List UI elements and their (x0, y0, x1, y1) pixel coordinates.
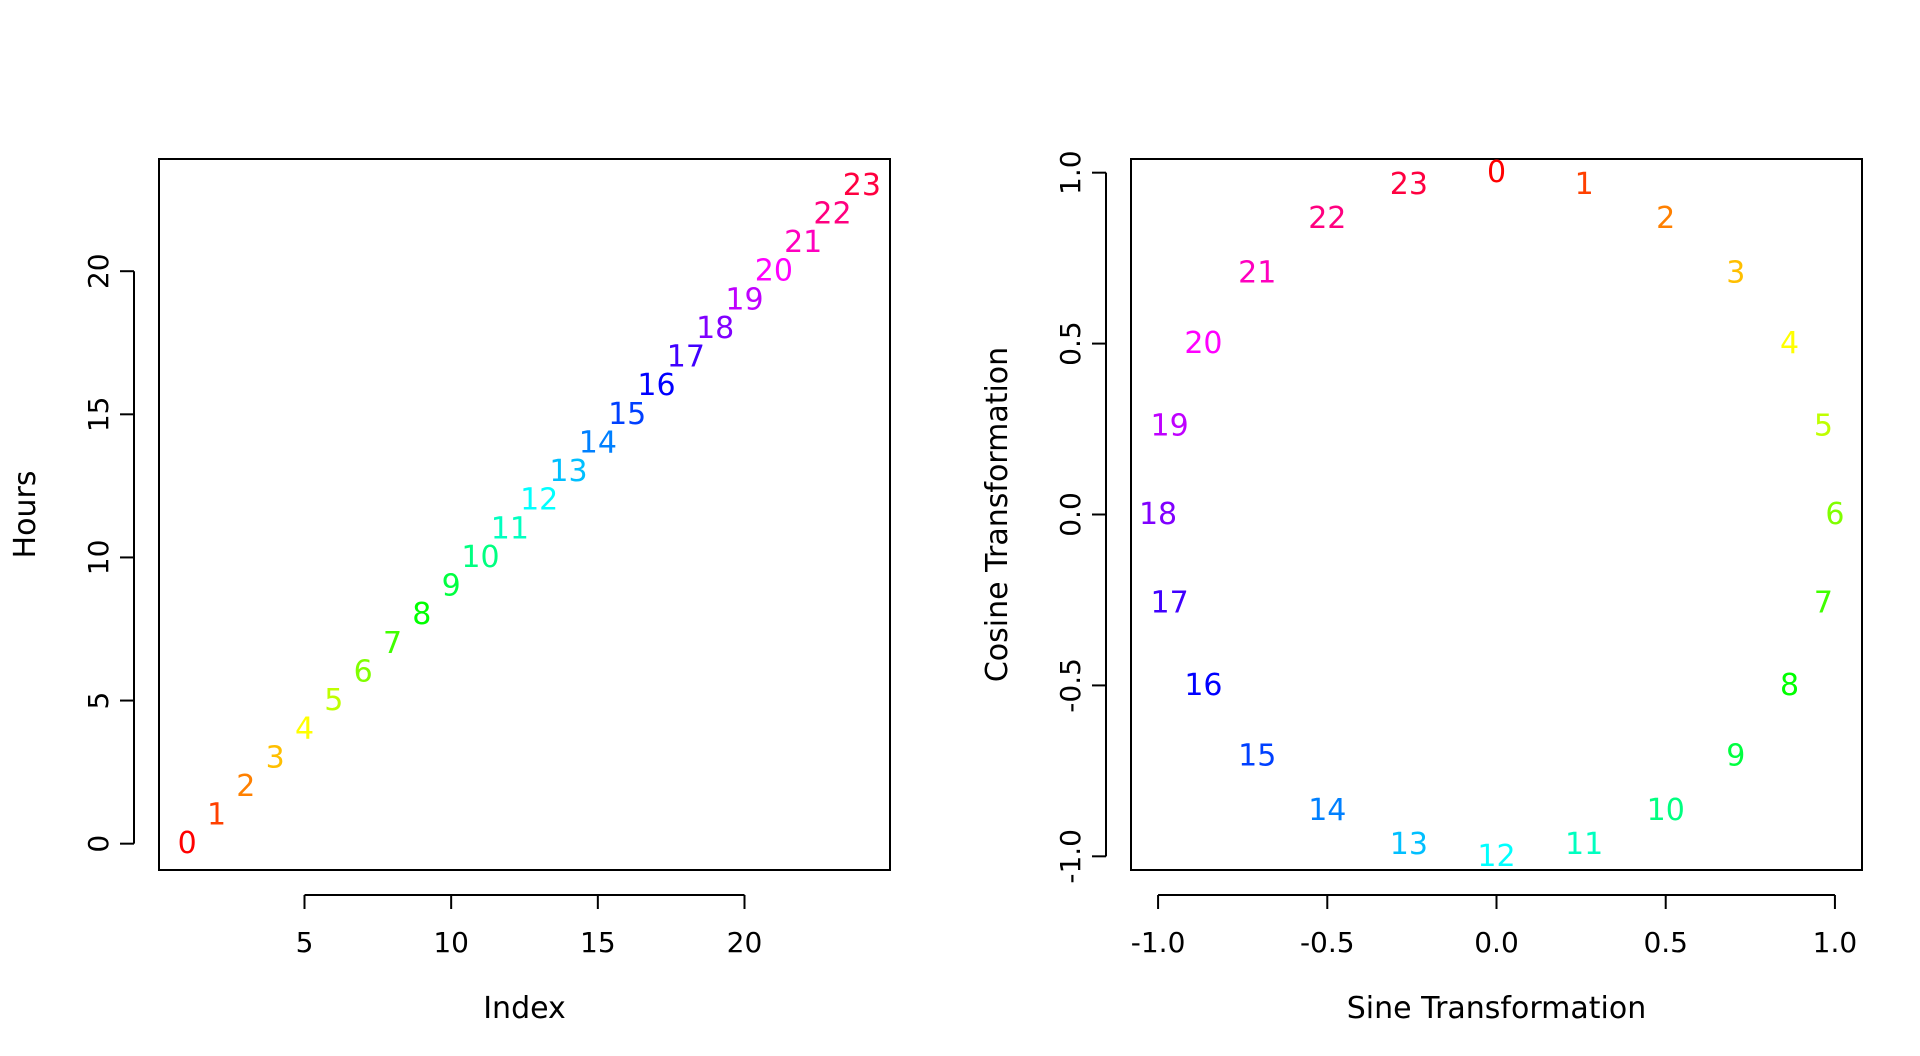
hours-point-label: 14 (579, 425, 617, 460)
cyclic-x-tick-label: 0.0 (1474, 926, 1519, 959)
hours-x-axis: 5 10 15 20 (296, 894, 763, 959)
cyclic-point-label: 9 (1726, 739, 1745, 774)
cyclic-point-label: 22 (1308, 201, 1346, 236)
cyclic-point-label: 21 (1238, 255, 1276, 290)
hours-point-label: 19 (725, 282, 763, 317)
cyclic-point-label: 1 (1575, 167, 1594, 202)
cyclic-point-label: 0 (1487, 155, 1506, 190)
hours-point-label: 2 (236, 769, 255, 804)
cyclic-y-tick-label: -1.0 (1054, 829, 1087, 884)
cyclic-point-label: 23 (1390, 167, 1428, 202)
hours-point-label: 13 (549, 454, 587, 489)
hours-point-label: 0 (178, 826, 197, 861)
cyclic-point-label: 14 (1308, 793, 1346, 828)
hours-point-label: 15 (608, 397, 646, 432)
hours-point-label: 6 (354, 654, 373, 689)
hours-point-label: 18 (696, 311, 734, 346)
cyclic-plot: -1.0 -0.5 0.0 0.5 1.0 -1.0-0.50.00.51.0 0 123… (980, 150, 1863, 1026)
cyclic-point-label: 15 (1238, 739, 1276, 774)
cyclic-y-tick-label: 1.0 (1054, 150, 1087, 195)
cyclic-x-tick-label: -0.5 (1300, 926, 1355, 959)
hours-y-tick-label: 0 (82, 835, 115, 853)
cyclic-point-label: 18 (1139, 497, 1177, 532)
cyclic-plot-box (1130, 158, 1863, 871)
cyclic-point-label: 3 (1726, 255, 1745, 290)
cyclic-point-label: 12 (1477, 839, 1515, 874)
hours-point-label: 11 (491, 511, 529, 546)
cyclic-point-label: 20 (1184, 326, 1222, 361)
cyclic-y-tick-label: -0.5 (1054, 658, 1087, 713)
cyclic-x-tick-label: -1.0 (1131, 926, 1186, 959)
cyclic-x-axis: -1.0 -0.5 0.0 0.5 1.0 (1131, 894, 1858, 959)
cyclic-point-label: 7 (1814, 586, 1833, 621)
cyclic-point-label: 6 (1825, 497, 1844, 532)
hours-y-axis-title: Hours (8, 471, 43, 559)
hours-point-label: 22 (813, 196, 851, 231)
cyclic-y-axis: -1.0 -0.5 0.0 0.5 1.0 (1054, 150, 1107, 884)
cyclic-point-label: 10 (1647, 793, 1685, 828)
hours-x-tick-label: 5 (296, 926, 314, 959)
hours-point-label: 16 (637, 368, 675, 403)
cyclic-x-tick-label: 0.5 (1643, 926, 1688, 959)
hours-x-tick-label: 20 (727, 926, 763, 959)
hours-point-label: 10 (461, 540, 499, 575)
cyclic-point-label: 11 (1565, 827, 1603, 862)
hours-point-label: 3 (266, 740, 285, 775)
cyclic-point-label: 13 (1390, 827, 1428, 862)
cyclic-x-tick-label: 1.0 (1813, 926, 1858, 959)
hours-point-label: 12 (520, 483, 558, 518)
hours-x-tick-label: 10 (433, 926, 469, 959)
hours-y-tick-label: 5 (82, 692, 115, 710)
cyclic-point-label: 5 (1814, 408, 1833, 443)
cyclic-point-label: 17 (1150, 586, 1188, 621)
cyclic-y-tick-label: 0.0 (1054, 492, 1087, 537)
cyclic-point-label: 8 (1780, 668, 1799, 703)
hours-point-label: 17 (667, 340, 705, 375)
hours-point-label: 1 (207, 798, 226, 833)
hours-y-tick-label: 15 (82, 396, 115, 432)
cyclic-point-label: 16 (1184, 668, 1222, 703)
cyclic-point-label: 19 (1150, 408, 1188, 443)
hours-x-tick-label: 15 (580, 926, 616, 959)
hours-point-label: 5 (324, 683, 343, 718)
hours-x-axis-title: Index (483, 991, 566, 1026)
cyclic-y-axis-title: Cosine Transformation (980, 347, 1015, 682)
hours-point-label: 20 (755, 254, 793, 289)
hours-point-label: 7 (383, 626, 402, 661)
hours-point-label: 9 (442, 569, 461, 604)
hours-point-label: 4 (295, 712, 314, 747)
cyclic-point-label: 4 (1780, 326, 1799, 361)
hours-plot-box (158, 158, 891, 871)
hours-point-label: 23 (843, 168, 881, 203)
hours-y-tick-label: 10 (82, 540, 115, 576)
cyclic-point-label: 2 (1656, 201, 1675, 236)
cyclic-x-axis-title: Sine Transformation (1347, 991, 1646, 1026)
cyclic-y-tick-label: 0.5 (1054, 321, 1087, 366)
hours-y-axis: 0 5 10 15 20 (82, 253, 135, 853)
hours-point-label: 21 (784, 225, 822, 260)
hours-y-tick-label: 20 (82, 253, 115, 289)
hours-point-label: 8 (412, 597, 431, 632)
